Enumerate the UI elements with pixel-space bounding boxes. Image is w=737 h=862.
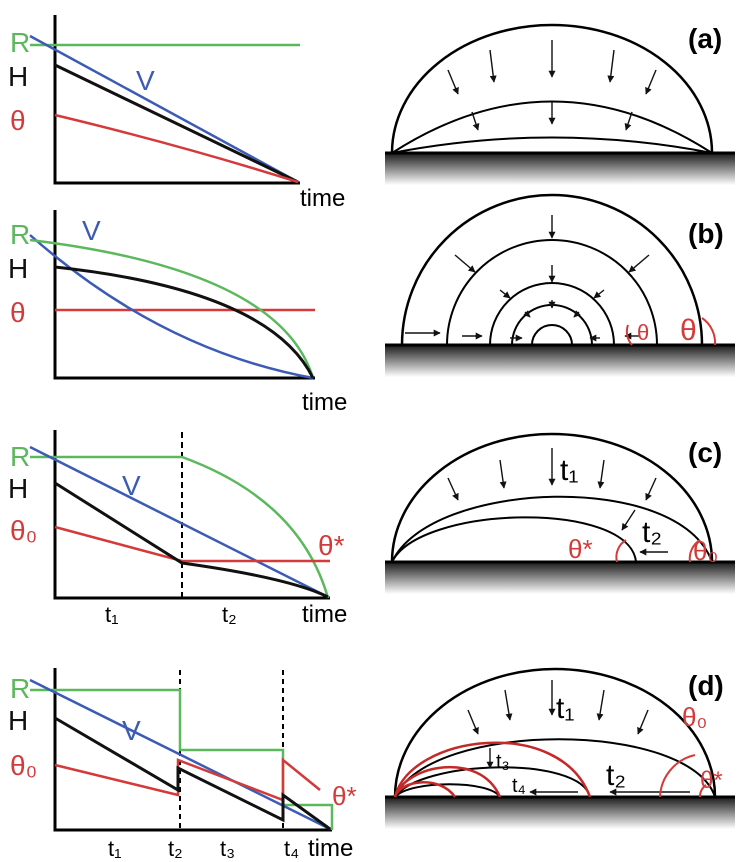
red-front-1 xyxy=(393,741,592,798)
panel-a: R H θ V time (a) xyxy=(8,15,735,212)
y-label-theta: θ xyxy=(10,105,26,136)
x-label-time: time xyxy=(308,835,353,862)
panel-tag: (a) xyxy=(688,23,722,54)
drop-label-theta-star: θ* xyxy=(700,767,723,794)
phase-label-t3: t₃ xyxy=(220,836,235,861)
drop-label-t1: t₁ xyxy=(560,454,578,487)
curve-H xyxy=(54,63,299,184)
drop-b: θ θ (b) xyxy=(385,193,735,377)
curve-label-V: V xyxy=(122,715,141,746)
y-label-theta: θ₀ xyxy=(10,515,37,546)
axes xyxy=(53,430,330,600)
phase-label-t1: t₁ xyxy=(105,602,119,627)
drop-label-t3: t₃ xyxy=(496,751,510,773)
phase-label-t2: t₂ xyxy=(168,836,183,861)
curve-theta xyxy=(54,525,330,563)
curve-H xyxy=(54,265,315,379)
curve-theta xyxy=(54,757,321,802)
drop-label-theta-star: θ* xyxy=(568,534,593,564)
curve-theta xyxy=(54,113,299,184)
curve-H xyxy=(54,481,329,599)
y-label-R: R xyxy=(10,219,30,250)
red-front-2 xyxy=(393,765,502,798)
y-label-H: H xyxy=(8,705,28,736)
panel-tag: (c) xyxy=(688,437,722,468)
panel-b: R H θ V time xyxy=(8,193,735,416)
axes xyxy=(53,15,300,185)
y-label-H: H xyxy=(8,473,28,504)
curve-V xyxy=(29,34,299,184)
panel-c: R H θ₀ V θ* t₁ t₂ time xyxy=(8,430,735,628)
y-label-H: H xyxy=(8,253,28,284)
panel-tag: (d) xyxy=(688,670,724,701)
drop-label-theta0: θ₀ xyxy=(693,536,718,566)
panel-d: R H θ₀ V θ* t₁ t₂ t₃ t₄ time xyxy=(8,667,735,862)
drop-c: t₁ t₂ θ* θ₀ (c) xyxy=(385,432,735,594)
curve-label-theta-star: θ* xyxy=(318,530,345,561)
drop-theta-small: θ xyxy=(637,320,649,345)
curve-label-theta-star: θ* xyxy=(332,781,357,811)
red-front-3 xyxy=(393,781,457,798)
drop-label-t2: t₂ xyxy=(606,759,626,792)
drop-d: t₁ t₂ t₃ t₄ θ₀ θ* (d) xyxy=(385,667,735,829)
curve-H xyxy=(54,716,331,831)
chart-d: R H θ₀ V θ* t₁ t₂ t₃ t₄ time xyxy=(8,668,357,862)
curve-label-V: V xyxy=(82,215,101,246)
axes xyxy=(53,210,315,380)
axes xyxy=(53,668,332,832)
curve-V xyxy=(29,445,329,599)
curve-label-V: V xyxy=(136,65,155,96)
curve-R xyxy=(30,455,330,599)
drop-label-theta0: θ₀ xyxy=(682,702,707,732)
y-label-R: R xyxy=(10,441,30,472)
x-label-time: time xyxy=(300,185,345,212)
y-label-theta: θ xyxy=(10,297,26,328)
substrate xyxy=(385,797,735,829)
drop-outline-3 xyxy=(391,136,713,154)
curve-V xyxy=(29,234,314,380)
curve-R xyxy=(29,238,315,379)
chart-b: R H θ V time xyxy=(8,210,347,416)
phase-label-t1: t₁ xyxy=(108,836,122,861)
phase-label-t2: t₂ xyxy=(222,602,237,627)
drop-outline-2 xyxy=(391,100,713,154)
y-label-R: R xyxy=(10,27,30,58)
chart-a: R H θ V time xyxy=(8,15,345,212)
y-label-R: R xyxy=(10,673,30,704)
panel-tag: (b) xyxy=(688,218,724,249)
phase-label-t4: t₄ xyxy=(284,836,299,861)
drop-a: (a) xyxy=(385,23,735,185)
curve-V xyxy=(29,678,331,831)
chart-c: R H θ₀ V θ* t₁ t₂ time xyxy=(8,430,347,628)
drop-label-t4: t₄ xyxy=(512,775,526,797)
substrate xyxy=(385,345,735,377)
drop-outline-1 xyxy=(390,23,714,154)
y-label-H: H xyxy=(8,61,28,92)
drop-label-t2: t₂ xyxy=(642,516,662,549)
curve-label-V: V xyxy=(122,470,141,501)
curve-R xyxy=(30,688,334,830)
substrate xyxy=(385,153,735,185)
x-label-time: time xyxy=(302,389,347,416)
drop-theta-large: θ xyxy=(680,314,697,347)
x-label-time: time xyxy=(302,601,347,628)
drop-label-t1: t₁ xyxy=(556,692,574,725)
y-label-theta: θ₀ xyxy=(10,750,37,781)
substrate xyxy=(385,562,735,594)
